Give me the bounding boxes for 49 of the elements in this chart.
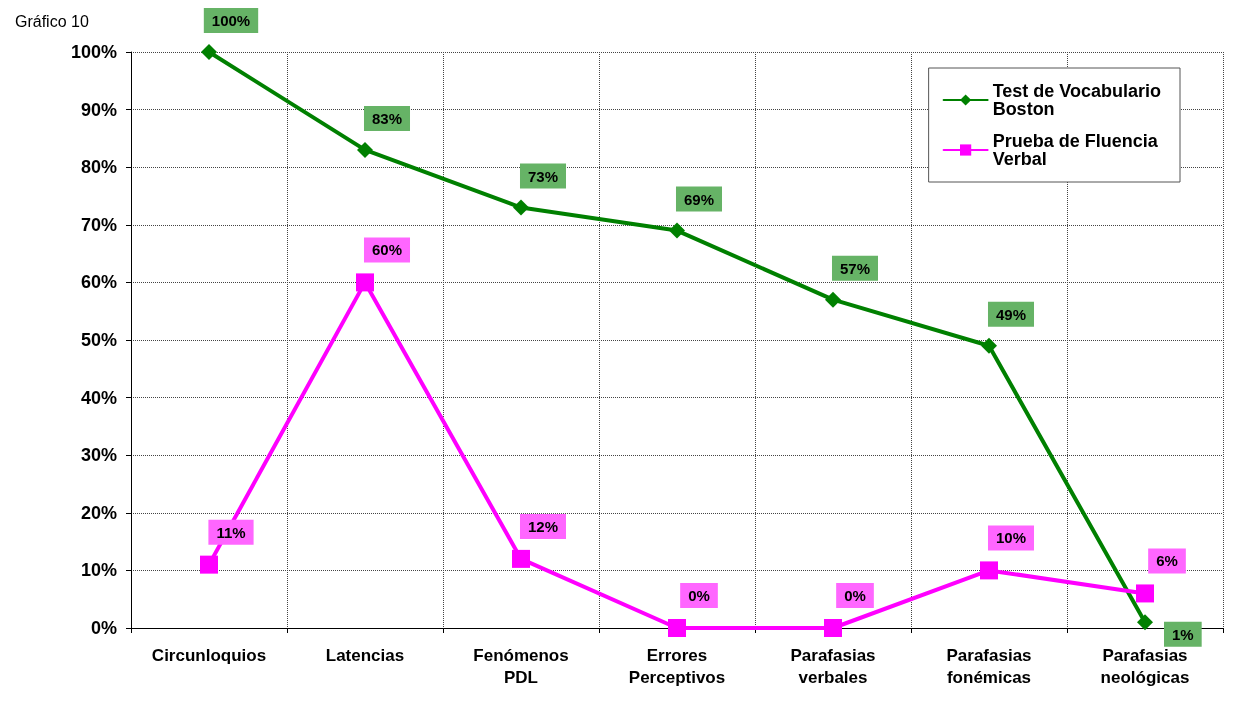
x-tick-label: Parafasias neológicas — [1100, 645, 1190, 687]
y-tick-label: 40% — [80, 387, 117, 408]
data-label: 73% — [527, 167, 559, 185]
y-tick-label: 60% — [80, 272, 117, 293]
y-tick-label: 0% — [90, 618, 117, 638]
point — [981, 337, 997, 354]
x-tick-label: Parafasias fonémicas — [946, 645, 1032, 687]
legend-label: Prueba de Fluencia Verbal — [992, 131, 1163, 169]
data-label: 0% — [688, 587, 710, 604]
x-tick-label: Errores Perceptivos — [628, 645, 726, 687]
y-tick-label: 10% — [80, 560, 117, 581]
y-tick-label: 80% — [80, 157, 117, 178]
data-label: 100% — [211, 12, 251, 29]
y-tick-label: 70% — [80, 214, 117, 235]
y-tick-label: 30% — [80, 445, 117, 466]
data-label: 1% — [1172, 625, 1194, 643]
x-tick-label: Parafasias verbales — [790, 645, 876, 687]
data-label: 49% — [995, 305, 1027, 323]
data-label: 10% — [995, 529, 1027, 547]
point — [1137, 614, 1153, 631]
point — [824, 619, 842, 637]
y-tick-label: 100% — [70, 42, 117, 62]
data-label: 69% — [683, 190, 715, 208]
point — [513, 199, 529, 216]
legend-label: Test de Vocabulario Boston — [992, 81, 1166, 119]
point — [512, 549, 530, 568]
point — [1136, 584, 1154, 603]
point — [980, 561, 998, 580]
data-label: 57% — [839, 259, 871, 277]
y-tick-label: 90% — [80, 99, 117, 120]
point — [668, 619, 686, 637]
point — [825, 291, 841, 308]
point — [669, 222, 685, 239]
point — [356, 273, 374, 292]
data-label: 0% — [844, 587, 866, 604]
data-label: 6% — [1156, 552, 1178, 570]
x-tick-label: Fenómenos PDL — [473, 645, 569, 687]
data-label: 83% — [371, 109, 403, 127]
data-label: 12% — [527, 517, 559, 535]
x-tick-label: Circunloquios — [151, 645, 267, 665]
point — [357, 141, 373, 158]
data-label: 60% — [371, 241, 403, 259]
x-tick-label: Latencias — [325, 645, 405, 665]
chart-title: Gráfico 10 — [15, 12, 89, 30]
point — [200, 555, 218, 574]
data-label: 11% — [216, 523, 246, 541]
y-tick-label: 50% — [80, 330, 117, 350]
y-tick-label: 20% — [80, 502, 117, 523]
point — [201, 44, 217, 60]
